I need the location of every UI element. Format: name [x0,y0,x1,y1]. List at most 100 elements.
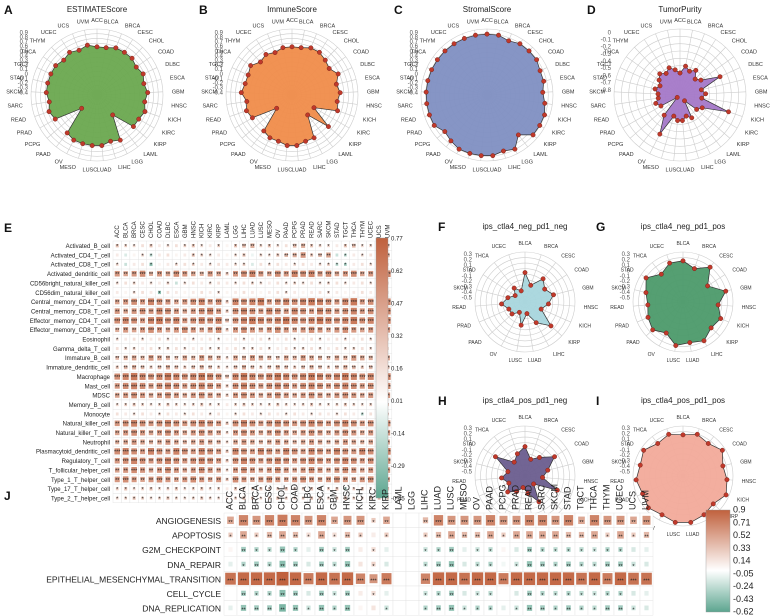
significance-mark: * [302,403,305,409]
radar-point [122,49,127,55]
heatmap-cell [344,262,347,266]
significance-mark: ** [250,394,255,400]
radar-category-label: PRAD [600,131,615,137]
significance-mark: ** [360,309,365,315]
significance-mark: ** [301,356,306,362]
radar-category-label: PAAD [231,152,246,158]
heatmap-column-label: PRAD [511,484,521,510]
radar-category-label: CESC [721,30,736,36]
radar-category-label: GBM [740,286,751,292]
heatmap-cell [191,337,195,341]
heatmap-cell [225,281,229,285]
heatmap-cell [139,382,146,389]
radar-point [451,41,457,47]
heatmap-cell [191,262,195,266]
heatmap-cell [539,531,546,539]
heatmap-cell [644,561,649,567]
heatmap-cell [283,392,289,399]
radar-point [645,302,651,308]
radar-tick-label: -0.1 [620,448,631,454]
heatmap-column-label: SKCM [550,484,560,510]
significance-mark: *** [604,578,611,584]
heatmap-cell [158,487,161,491]
significance-mark: ** [369,356,374,362]
radar-title: ips_ctla4_neg_pd1_pos [641,222,726,231]
heatmap-cell [384,590,389,596]
radar-point [548,323,554,329]
significance-mark: *** [249,319,256,325]
heatmap-cell [216,271,221,277]
heatmap-column-label: PRAD [301,221,307,238]
heatmap-cell [200,262,204,266]
significance-mark: ** [132,478,137,484]
heatmap-cell [225,487,229,491]
significance-mark: ** [174,431,179,437]
radar-title: TumorPurity [658,5,701,14]
heatmap-cell [292,457,298,464]
radar-point [245,72,251,78]
heatmap-cell [140,327,146,333]
heatmap-cell [326,439,331,445]
heatmap-cell [115,327,120,333]
significance-mark: *** [448,578,455,584]
significance-mark: * [234,487,237,493]
significance-mark: ** [140,366,145,372]
significance-mark: ** [360,328,365,334]
heatmap-cell [257,298,265,306]
heatmap-cell [552,531,559,539]
heatmap-cell [183,347,187,351]
heatmap-cell [334,308,340,314]
heatmap-cell [274,382,281,390]
panel-letter: E [4,221,12,235]
heatmap-cell [141,347,144,351]
radar-category-label: LUSC [509,358,523,364]
heatmap-row-label: CD56bright_natural_killer_cell [30,281,110,287]
heatmap-cell [284,347,288,351]
significance-mark: ** [293,244,298,250]
heatmap-column-label: THCA [589,486,599,511]
significance-mark: * [268,496,271,502]
significance-mark: ** [319,549,324,555]
radar-point [633,477,639,483]
heatmap-cell [114,373,121,380]
heatmap-cell [232,476,239,483]
significance-mark: * [251,403,254,409]
radar-point [326,66,332,71]
heatmap-cell [232,308,239,315]
significance-mark: ** [191,356,196,362]
heatmap-cell [207,373,214,380]
heatmap-cell [165,392,171,399]
radar-category-label: STAD [400,75,414,81]
heatmap-cell [207,307,214,315]
heatmap-cell [198,372,206,381]
heatmap-cell [259,337,263,341]
heatmap-cell [114,420,120,427]
significance-mark: * [201,487,204,493]
radar-category-label: TGCT [404,62,420,68]
radar-tick-label: -0.6 [601,73,612,79]
heatmap-cell [308,448,315,455]
heatmap-cell [279,560,286,568]
heatmap-cell [526,531,533,539]
heatmap-column-label: SKCM [326,221,332,238]
significance-mark: ** [335,440,340,446]
significance-mark: ** [250,366,255,372]
radar-category-label: CESC [561,253,575,259]
heatmap-cell [292,243,297,248]
heatmap-column-label: PCPG [498,484,508,510]
significance-mark: ** [284,394,289,400]
heatmap-cell [335,281,339,285]
radar-point [334,99,340,104]
significance-mark: ** [326,459,331,465]
significance-mark: ** [242,478,247,484]
heatmap-cell [360,262,364,266]
radar-category-label: UCS [58,23,70,29]
heatmap-row-label: Effector_memory_CD8_T_cell [30,328,110,334]
significance-mark: * [175,487,178,493]
heatmap-cell [359,457,365,464]
radar-category-label: SARC [202,104,217,110]
heatmap-column-label: SARC [318,221,324,238]
significance-mark: ** [326,422,331,428]
heatmap-column-label: KIRC [368,488,378,510]
heatmap-cell [283,448,290,455]
